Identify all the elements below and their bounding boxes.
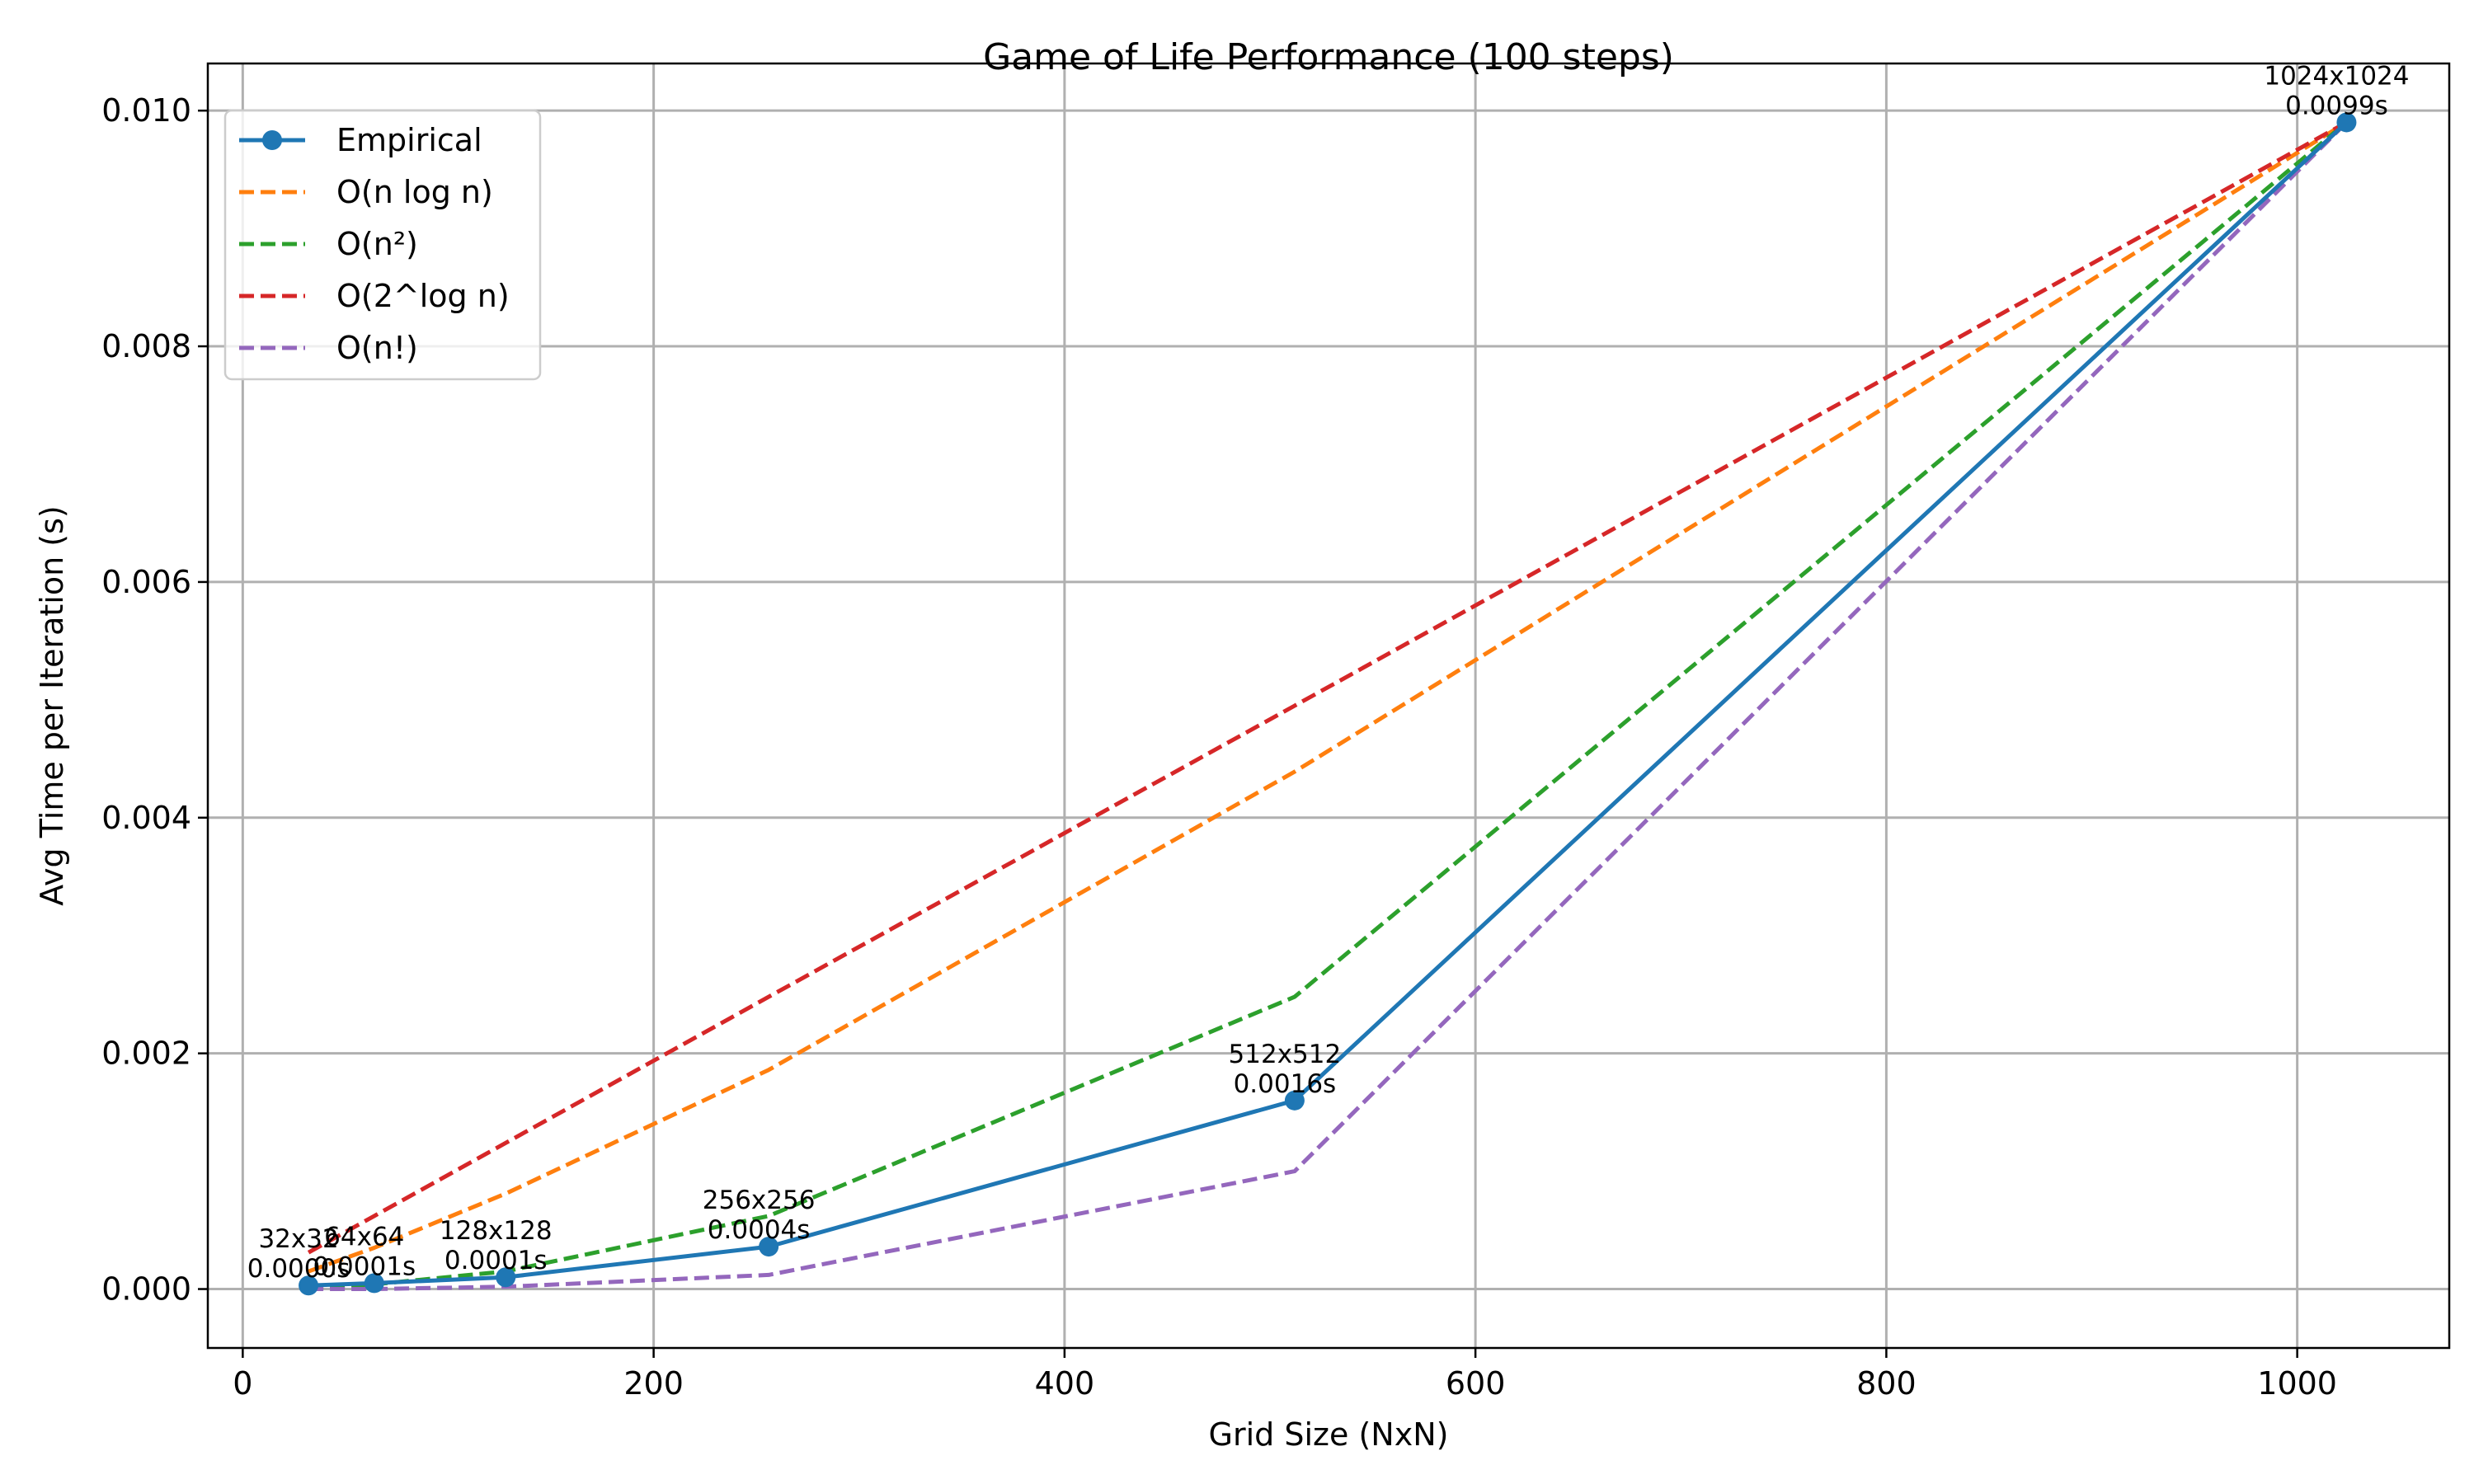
- point-label-time: 0.0016s: [1234, 1069, 1337, 1099]
- series-line-o-2-log-n: [307, 120, 2348, 1255]
- legend-label: O(n log n): [336, 174, 493, 210]
- series-line-o-n: [308, 120, 2349, 1291]
- y-tick-labels: 0.000 0.002 0.004 0.006 0.008 0.010: [101, 92, 191, 1307]
- chart-title: Game of Life Performance (100 steps): [983, 36, 1674, 78]
- x-tick-label: 600: [1446, 1365, 1506, 1402]
- grid-lines: [208, 63, 2449, 1348]
- legend-item-o-n: O(n!): [239, 330, 418, 366]
- x-tick-label: 400: [1035, 1365, 1095, 1402]
- point-label-size: 256x256: [703, 1186, 816, 1215]
- y-tick-label: 0.000: [101, 1271, 191, 1308]
- x-tick-label: 200: [623, 1365, 684, 1402]
- legend-item-o-2-log-n: O(2^log n): [239, 278, 510, 314]
- data-point: [759, 1237, 779, 1257]
- x-tick-label: 800: [1856, 1365, 1917, 1402]
- point-label-time: 0.0001s: [313, 1252, 416, 1281]
- data-point: [364, 1273, 384, 1294]
- x-tick-label: 1000: [2257, 1365, 2337, 1402]
- legend: Empirical O(n log n) O(n²) O(2^log n) O(n!): [223, 109, 542, 381]
- series-line-o-n-log-n: [308, 120, 2348, 1274]
- legend-label: Empirical: [336, 122, 482, 158]
- legend-item-o-n: O(n²): [239, 226, 418, 262]
- point-label-size: 1024x1024: [2264, 61, 2409, 91]
- legend-label: O(n!): [336, 330, 418, 366]
- point-label-time: 0.0099s: [2285, 91, 2388, 120]
- y-tick-label: 0.002: [101, 1036, 191, 1072]
- point-label-size: 64x64: [324, 1222, 404, 1252]
- point-annotations: 32x320.0000s64x640.0001s128x1280.0001s25…: [247, 61, 2410, 1284]
- legend-box: [223, 109, 542, 381]
- data-lines: [307, 120, 2349, 1291]
- data-point: [1284, 1090, 1305, 1111]
- point-label-time: 0.0001s: [444, 1246, 548, 1275]
- y-tick-label: 0.008: [101, 328, 191, 364]
- y-tick-label: 0.006: [101, 564, 191, 600]
- point-label-time: 0.0000s: [247, 1254, 350, 1284]
- plot-area-frame: [206, 62, 2451, 1350]
- x-tick-labels: 0 200 400 600 800 1000: [233, 1365, 2337, 1402]
- data-markers: [299, 112, 2357, 1296]
- point-label-size: 32x32: [258, 1224, 338, 1254]
- x-axis-label: Grid Size (NxN): [1209, 1416, 1449, 1453]
- point-label-time: 0.0004s: [708, 1215, 811, 1245]
- legend-label: O(2^log n): [336, 278, 510, 314]
- axis-ticks: [198, 109, 2298, 1358]
- legend-label: O(n²): [336, 226, 418, 262]
- point-label-size: 128x128: [440, 1216, 553, 1246]
- legend-item-empirical: Empirical: [239, 122, 482, 158]
- data-point: [2336, 112, 2357, 133]
- series-line-empirical: [308, 120, 2349, 1288]
- y-tick-label: 0.004: [101, 800, 191, 836]
- data-point: [299, 1275, 319, 1296]
- y-tick-label: 0.010: [101, 92, 191, 129]
- series-line-o-n: [308, 120, 2348, 1290]
- legend-item-o-n-log-n: O(n log n): [239, 174, 493, 210]
- y-axis-label: Avg Time per Iteration (s): [34, 505, 70, 905]
- point-label-size: 512x512: [1229, 1040, 1342, 1069]
- x-tick-label: 0: [233, 1365, 252, 1402]
- data-point: [496, 1267, 516, 1288]
- legend-marker: [262, 130, 282, 150]
